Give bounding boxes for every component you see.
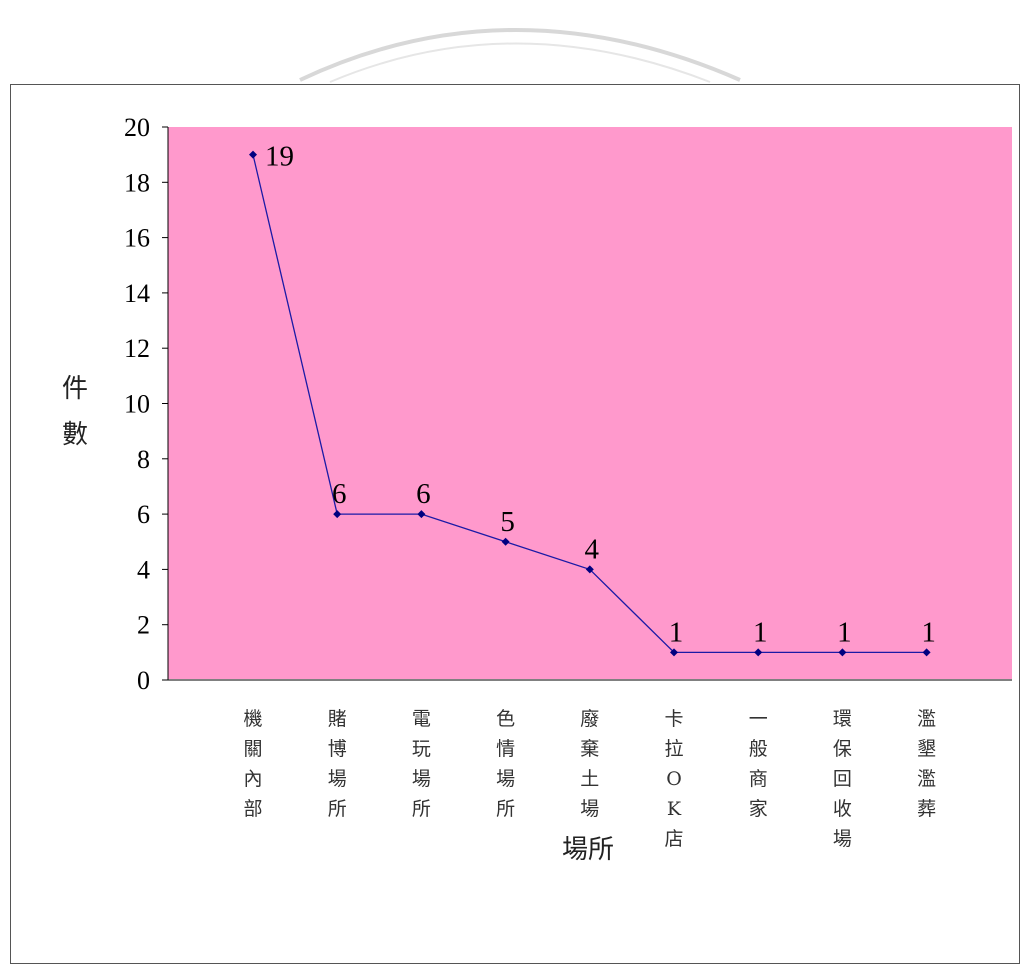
x-category-label: 卡拉 O K 店: [664, 708, 683, 850]
data-point: [501, 537, 510, 546]
x-category-label: 賭博場所: [328, 708, 347, 820]
data-label: 6: [416, 478, 431, 510]
x-category-label: 機關內部: [243, 708, 262, 820]
y-tick-label: 10: [124, 390, 150, 419]
data-label: 4: [585, 533, 600, 565]
data-point: [754, 648, 763, 657]
data-point: [417, 510, 426, 519]
data-label: 1: [837, 616, 852, 648]
watermark-arc: [299, 28, 741, 83]
data-point: [585, 565, 594, 574]
data-point: [838, 648, 847, 657]
data-label: 1: [669, 616, 684, 648]
data-label: 1: [753, 616, 768, 648]
data-point: [670, 648, 678, 657]
y-tick-label: 4: [137, 555, 150, 584]
data-label: 5: [500, 506, 515, 538]
y-tick-label: 16: [124, 224, 150, 253]
y-tick-label: 18: [124, 168, 150, 197]
y-tick-label: 0: [137, 666, 150, 695]
x-category-label: 色情場所: [496, 708, 515, 820]
y-tick-label: 8: [137, 445, 150, 474]
x-axis-title: 場所: [562, 835, 614, 865]
x-category-label: 一般商家: [749, 708, 768, 820]
y-tick-label: 12: [124, 334, 150, 363]
y-tick-label: 6: [137, 500, 150, 529]
y-axis-title-char: 數: [62, 420, 88, 450]
data-point: [333, 510, 342, 519]
y-tick-label: 20: [124, 113, 150, 142]
data-label: 6: [332, 478, 347, 510]
y-tick-label: 2: [137, 611, 150, 640]
y-axis-title-char: 件: [62, 374, 88, 404]
x-category-label: 環保回收場: [833, 708, 852, 850]
x-category-label: 濫墾濫葬: [917, 708, 936, 820]
data-point: [922, 648, 931, 657]
y-tick-label: 14: [124, 279, 150, 308]
data-label: 19: [265, 141, 294, 173]
x-category-label: 廢棄土場: [580, 708, 599, 820]
plot-area: [168, 127, 1012, 679]
data-label: 1: [921, 616, 936, 648]
x-category-label: 電玩場所: [412, 708, 431, 820]
data-point: [249, 150, 257, 159]
